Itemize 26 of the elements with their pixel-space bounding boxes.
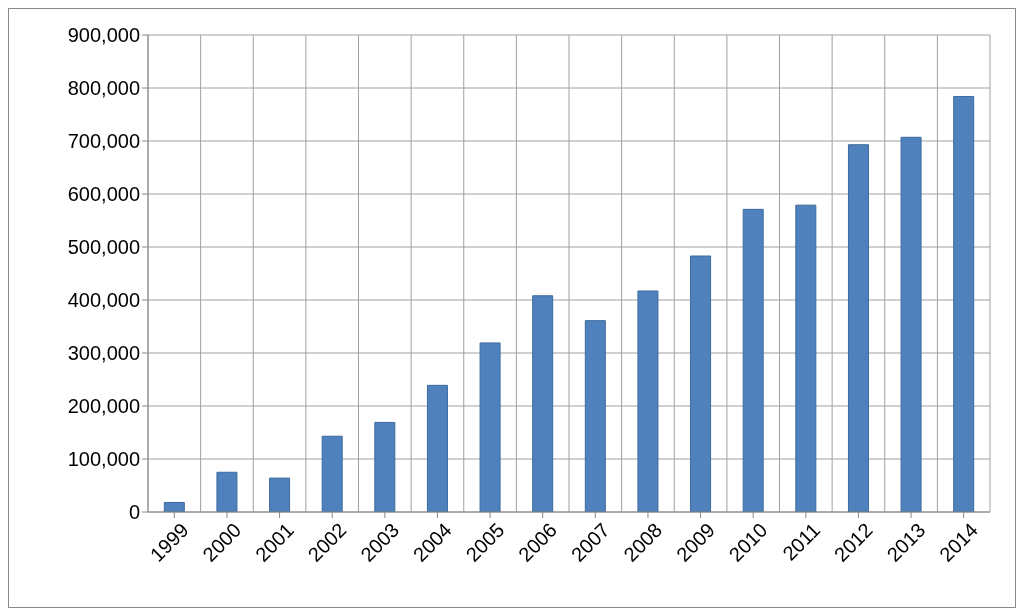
y-tick-label: 400,000 [67, 289, 140, 312]
y-tick-label: 0 [128, 501, 140, 524]
y-tick-label: 700,000 [67, 130, 140, 153]
bar [690, 255, 712, 512]
bar [163, 501, 185, 512]
bar [637, 290, 659, 512]
bar [795, 204, 817, 512]
bar [426, 384, 448, 512]
bar [847, 144, 869, 512]
bar [584, 320, 606, 512]
bar [269, 477, 291, 512]
bar [321, 435, 343, 512]
bar [216, 471, 238, 512]
bar [479, 342, 501, 512]
bar [900, 136, 922, 512]
y-tick-label: 500,000 [67, 236, 140, 259]
y-tick-label: 600,000 [67, 183, 140, 206]
bar [742, 208, 764, 512]
y-tick-label: 800,000 [67, 77, 140, 100]
y-tick-label: 200,000 [67, 395, 140, 418]
bar [532, 295, 554, 512]
bar [953, 95, 975, 512]
y-tick-label: 900,000 [67, 24, 140, 47]
y-tick-label: 300,000 [67, 342, 140, 365]
y-tick-label: 100,000 [67, 448, 140, 471]
bar [374, 421, 396, 512]
